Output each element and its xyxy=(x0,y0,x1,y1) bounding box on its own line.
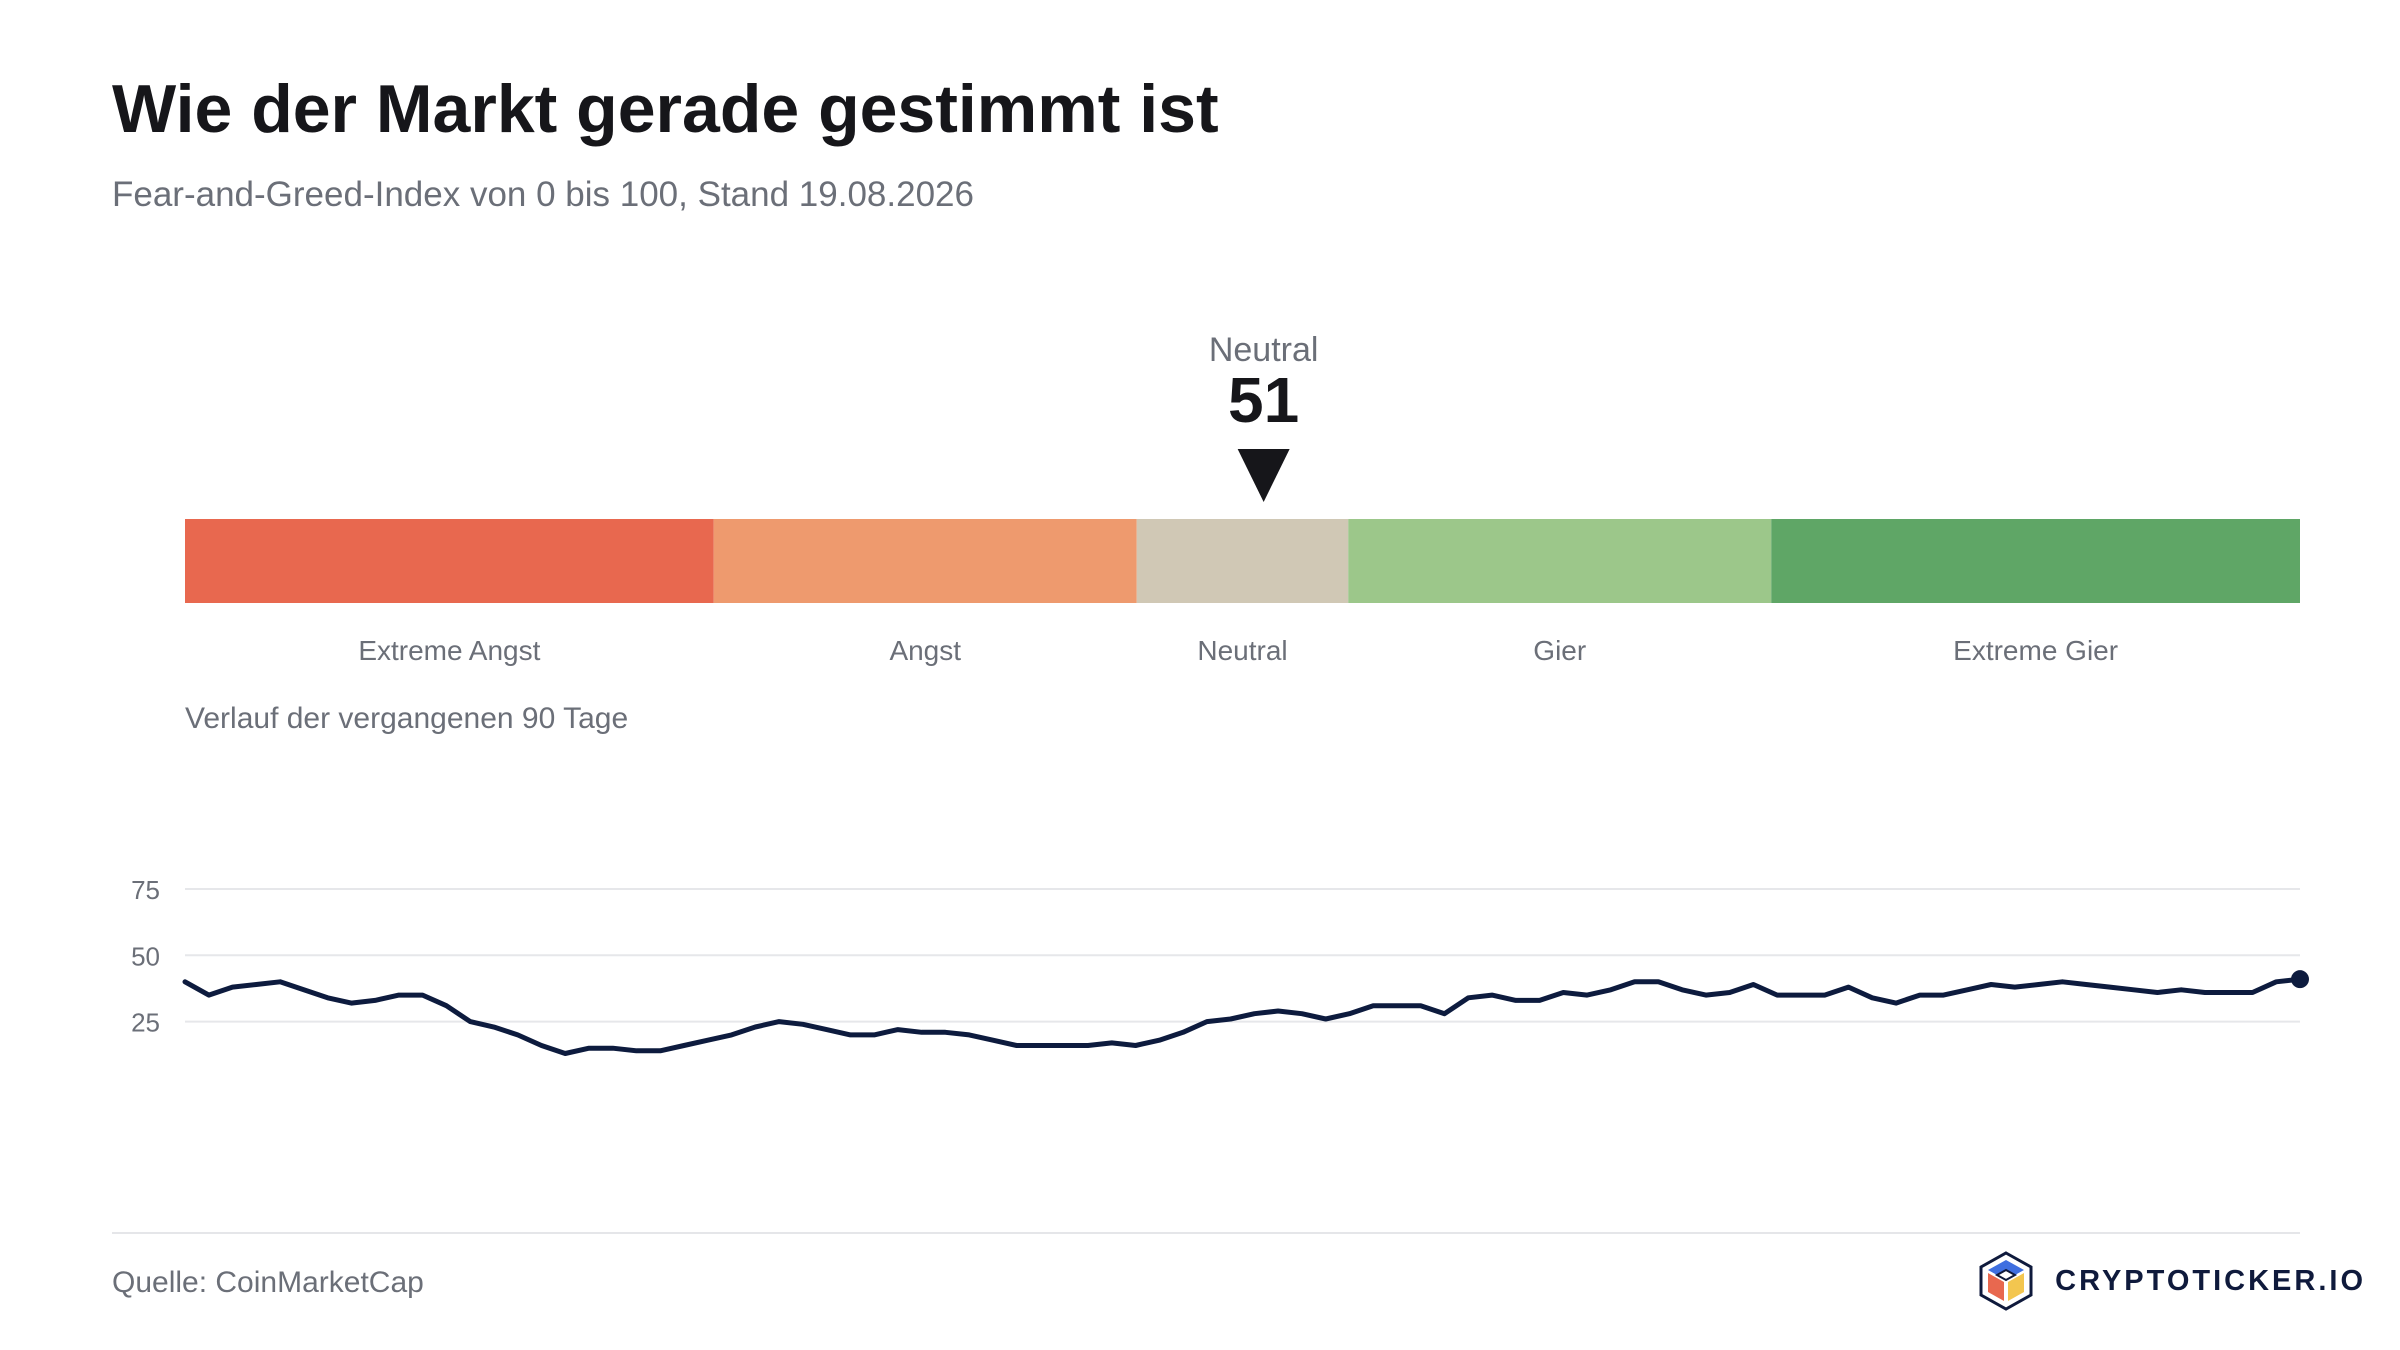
gauge-pointer xyxy=(1237,449,1290,502)
gauge-value: 51 xyxy=(1228,364,1299,436)
gauge-segment-4 xyxy=(1348,519,1772,603)
brand: CRYPTOTICKER.IO xyxy=(1975,1250,2366,1312)
gauge-segment-label-3: Neutral xyxy=(1197,635,1287,666)
gauge-segment-2 xyxy=(713,519,1137,603)
gauge-segment-5 xyxy=(1771,519,2300,603)
y-tick-label-25: 25 xyxy=(131,1008,160,1038)
line-series xyxy=(182,976,2303,1056)
gauge-segment-3 xyxy=(1136,519,1349,603)
footer-divider xyxy=(112,1232,2300,1234)
brand-name: CRYPTOTICKER.IO xyxy=(2055,1264,2366,1297)
gauge-value-label: Neutral xyxy=(1209,331,1319,369)
gauge-segment-label-2: Angst xyxy=(889,635,961,666)
chart-title: Wie der Markt gerade gestimmt ist xyxy=(112,71,1219,147)
gauge-segment-label-4: Gier xyxy=(1533,635,1586,666)
gauge-segment-label-1: Extreme Angst xyxy=(358,635,540,666)
line-chart-title: Verlauf der vergangenen 90 Tage xyxy=(185,702,628,735)
y-tick-label-50: 50 xyxy=(131,941,160,971)
gauge-segment-label-5: Extreme Gier xyxy=(1953,635,2118,666)
chart-subtitle: Fear-and-Greed-Index von 0 bis 100, Stan… xyxy=(112,175,974,214)
source-label: Quelle: CoinMarketCap xyxy=(112,1266,424,1299)
gauge-segment-1 xyxy=(185,519,714,603)
line-last-point xyxy=(2291,970,2309,989)
y-tick-label-75: 75 xyxy=(131,875,160,905)
cube-logo-icon xyxy=(1979,1251,2033,1311)
